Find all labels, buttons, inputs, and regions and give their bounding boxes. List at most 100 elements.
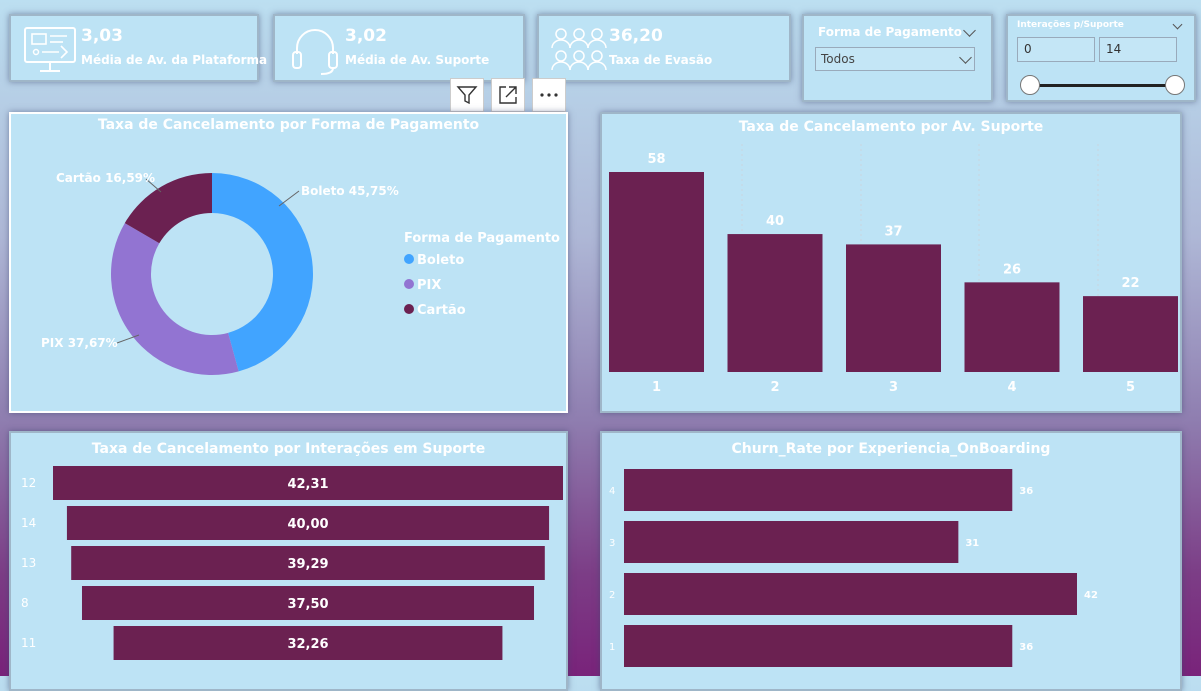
data-label: 40 <box>766 214 784 229</box>
bar[interactable] <box>727 234 823 372</box>
slicer-title: Interações p/Suporte <box>1017 20 1124 30</box>
category-label: 12 <box>21 476 36 490</box>
category-label: 14 <box>21 516 36 530</box>
kpi-card-churn-rate: 36,20 Taxa de Evasão <box>537 14 791 82</box>
category-label: 4 <box>1007 380 1016 395</box>
data-label: 36 <box>1019 642 1033 653</box>
focus-mode-button[interactable] <box>491 78 525 112</box>
data-label: 58 <box>647 152 665 167</box>
category-label: 2 <box>609 590 615 601</box>
bar[interactable] <box>624 521 959 563</box>
legend-item: Boleto <box>417 253 464 268</box>
data-label: 37 <box>884 224 902 239</box>
chart-card-support-rating[interactable]: Taxa de Cancelamento por Av. Suporte 58 1… <box>600 112 1182 413</box>
data-label: 42 <box>1084 590 1098 601</box>
funnel-bar[interactable] <box>113 626 503 660</box>
category-label: 13 <box>21 556 36 570</box>
kpi-label: Média de Av. Suporte <box>345 53 490 67</box>
bar[interactable] <box>624 625 1013 667</box>
kpi-value: 36,20 <box>609 26 663 46</box>
funnel-chart[interactable]: 42,31 12 40,00 14 39,29 13 37,50 8 32,26 11 <box>11 433 566 689</box>
category-label: 1 <box>652 380 661 395</box>
chevron-down-icon[interactable] <box>1172 19 1183 30</box>
monitor-icon <box>24 27 76 72</box>
data-label: 36 <box>1019 486 1033 497</box>
data-label: 37,50 <box>287 597 328 612</box>
chart-card-onboarding[interactable]: Churn_Rate por Experiencia_OnBoarding 36… <box>600 431 1182 691</box>
kpi-card-support-rating: 3,02 Média de Av. Suporte <box>273 14 525 82</box>
chart-title: Taxa de Cancelamento por Forma de Pagame… <box>97 117 480 133</box>
range-min-input[interactable]: 0 <box>1017 37 1095 62</box>
bar[interactable] <box>1083 296 1178 372</box>
chart-title: Taxa de Cancelamento por Av. Suporte <box>738 119 1044 135</box>
slicer-payment-method[interactable]: Forma de Pagamento Todos <box>802 14 993 102</box>
category-label: 2 <box>770 380 779 395</box>
filter-button[interactable] <box>450 78 484 112</box>
slicer-support-interactions[interactable]: Interações p/Suporte 0 14 <box>1006 14 1196 102</box>
category-label: 3 <box>609 538 615 549</box>
kpi-card-platform-rating: 3,03 Média de Av. da Plataforma <box>9 14 267 82</box>
category-label: 1 <box>609 642 615 653</box>
donut-chart[interactable]: Boleto 45,75% PIX 37,67% Cartão 16,59% Form… <box>11 114 566 411</box>
funnel-bar[interactable] <box>66 506 550 540</box>
dropdown-selected-value: Todos <box>821 52 855 66</box>
data-label: 39,29 <box>287 557 328 572</box>
leader-line[interactable] <box>278 190 300 207</box>
range-slider-track[interactable] <box>1028 84 1176 87</box>
kpi-label: Taxa de Evasão <box>609 53 713 67</box>
legend-item: PIX <box>417 278 441 293</box>
leader-line[interactable] <box>116 334 140 344</box>
range-max-value: 14 <box>1106 42 1122 56</box>
filter-icon <box>456 86 478 105</box>
bar[interactable] <box>964 282 1060 372</box>
bar-chart[interactable]: 58 1 40 2 37 3 26 4 22 5 <box>602 114 1180 411</box>
legend-marker[interactable] <box>404 304 414 314</box>
category-label: 5 <box>1126 380 1135 395</box>
range-slider-max-handle[interactable] <box>1165 75 1185 95</box>
donut-slice-cartão[interactable] <box>124 173 212 244</box>
headset-icon <box>292 29 338 75</box>
category-label: 4 <box>609 486 615 497</box>
funnel-bar[interactable] <box>81 586 535 620</box>
slicer-title: Forma de Pagamento <box>818 25 962 39</box>
category-label: 11 <box>21 636 36 650</box>
range-max-input[interactable]: 14 <box>1099 37 1177 62</box>
leader-line[interactable] <box>145 178 162 193</box>
data-label: 40,00 <box>287 517 328 532</box>
data-label: Cartão 16,59% <box>56 171 155 185</box>
legend-marker[interactable] <box>404 254 414 264</box>
legend-title: Forma de Pagamento <box>404 231 560 246</box>
chart-title: Taxa de Cancelamento por Interações em S… <box>91 441 486 457</box>
range-slider-min-handle[interactable] <box>1020 75 1040 95</box>
kpi-label: Média de Av. da Plataforma <box>81 53 268 67</box>
bar[interactable] <box>846 244 941 372</box>
users-group-icon <box>551 28 607 71</box>
category-label: 8 <box>21 596 29 610</box>
funnel-bar[interactable] <box>53 466 563 500</box>
data-label: 42,31 <box>287 477 328 492</box>
bar[interactable] <box>624 469 1013 511</box>
more-options-button[interactable] <box>532 78 566 112</box>
data-label: 32,26 <box>287 637 328 652</box>
chevron-down-icon[interactable] <box>963 24 976 37</box>
funnel-bar[interactable] <box>71 546 545 580</box>
focus-mode-icon <box>499 86 517 104</box>
category-label: 3 <box>889 380 898 395</box>
donut-slice-boleto[interactable] <box>212 173 313 372</box>
data-label: 31 <box>965 538 979 549</box>
data-label: 26 <box>1003 262 1021 277</box>
chart-card-interactions[interactable]: Taxa de Cancelamento por Interações em S… <box>9 431 568 691</box>
payment-dropdown[interactable]: Todos <box>815 47 975 71</box>
bar[interactable] <box>609 172 704 372</box>
data-label: PIX 37,67% <box>41 336 118 350</box>
legend-marker[interactable] <box>404 279 414 289</box>
chart-card-payment[interactable]: Taxa de Cancelamento por Forma de Pagame… <box>9 112 568 413</box>
data-label: 22 <box>1121 276 1139 291</box>
bar[interactable] <box>624 573 1077 615</box>
legend-item: Cartão <box>417 303 466 318</box>
chart-title: Churn_Rate por Experiencia_OnBoarding <box>731 441 1051 457</box>
data-label: Boleto 45,75% <box>301 184 399 198</box>
donut-slice-pix[interactable] <box>111 223 239 375</box>
chevron-down-icon <box>959 51 972 64</box>
horizontal-bar-chart[interactable]: 36 4 31 3 42 2 36 1 <box>602 433 1180 689</box>
